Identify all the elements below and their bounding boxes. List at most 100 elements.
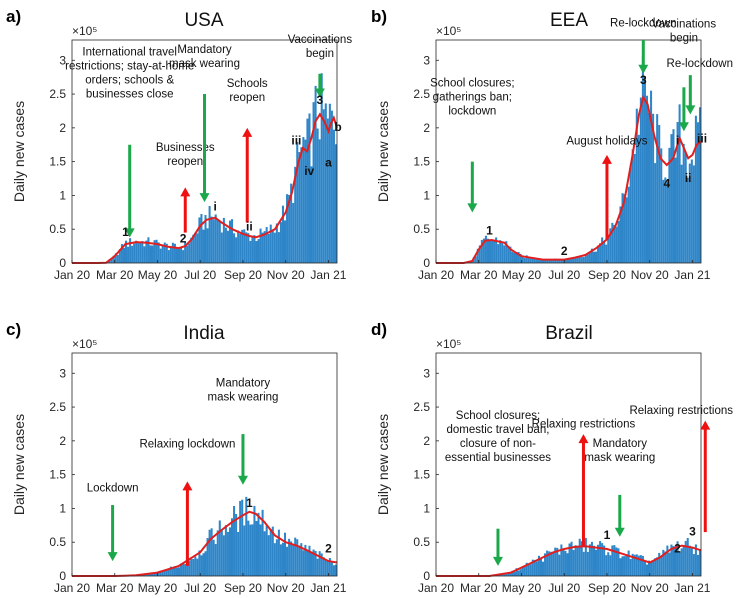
daily-case-bar: [686, 537, 689, 576]
daily-case-bar: [511, 251, 514, 263]
daily-case-bar: [165, 243, 168, 263]
annotation-text: Mandatory: [593, 438, 648, 450]
panel-title: EEA: [550, 10, 588, 31]
y-tick-label: 2: [423, 121, 430, 135]
daily-case-bar: [678, 104, 681, 263]
daily-case-bar: [698, 107, 701, 264]
daily-case-bar: [257, 512, 260, 576]
event-annotation: Re-lockdown: [610, 17, 677, 74]
daily-case-bar: [544, 553, 547, 576]
daily-case-bar: [226, 230, 229, 263]
annotation-text: School closures;: [430, 77, 514, 89]
daily-case-bar: [171, 242, 174, 263]
y-tick-label: 3: [59, 53, 66, 67]
daily-case-bar: [200, 214, 203, 263]
daily-case-bar: [696, 554, 699, 576]
y-axis-title: Daily new cases: [11, 414, 27, 515]
daily-case-bar: [220, 232, 223, 263]
daily-case-bar: [654, 558, 657, 576]
y-tick-label: 2: [59, 121, 66, 135]
event-annotation: International travel restrictions; stay-a…: [65, 46, 194, 238]
daily-case-bar: [204, 551, 207, 576]
event-annotation: School closures; gatherings ban; lockdown: [430, 77, 515, 213]
y-tick-label: 0: [423, 569, 430, 583]
wave-marker: 1: [486, 224, 493, 238]
x-tick-label: Jan 20: [54, 268, 90, 282]
daily-case-bar: [155, 239, 158, 263]
y-axis-exponent: ×10⁵: [436, 337, 461, 351]
daily-case-bar: [273, 232, 276, 263]
daily-case-bar: [666, 545, 669, 576]
daily-case-bar: [558, 554, 561, 576]
y-tick-label: 1: [59, 188, 66, 202]
daily-case-bar: [334, 564, 337, 576]
daily-case-bar: [658, 125, 661, 263]
daily-case-bar: [139, 242, 142, 263]
daily-case-bar: [184, 564, 187, 576]
daily-case-bar: [143, 246, 146, 263]
daily-case-bar: [617, 548, 620, 576]
daily-case-bar: [328, 103, 331, 263]
daily-case-bar: [682, 144, 685, 263]
daily-case-bar: [521, 566, 524, 576]
panel-usa: 0 0.5 1 1.5 2 2.5 3 Jan 20 Mar 20 May 20 Jul 20 Sep…: [6, 7, 352, 282]
daily-case-bar: [277, 529, 280, 576]
daily-case-bar: [523, 565, 526, 576]
daily-case-bar: [570, 257, 573, 263]
daily-case-bar: [603, 545, 606, 576]
daily-case-bar: [261, 232, 264, 263]
daily-case-bar: [690, 548, 693, 576]
daily-case-bar: [155, 573, 158, 576]
wave-marker: 3: [640, 73, 647, 87]
daily-case-bar: [560, 544, 563, 576]
daily-case-bar: [666, 182, 669, 263]
x-tick-label: May 20: [502, 581, 542, 595]
daily-case-bar: [178, 567, 181, 576]
daily-case-bar: [652, 113, 655, 263]
daily-case-bar: [316, 128, 319, 263]
daily-case-bar: [564, 259, 567, 263]
daily-case-bar: [688, 163, 691, 263]
y-tick-label: 2.5: [413, 400, 430, 414]
red-arrow-head: [242, 127, 253, 137]
daily-case-bar: [478, 245, 481, 263]
daily-case-bar: [556, 259, 559, 263]
y-tick-label: 3: [59, 366, 66, 380]
green-arrow-head: [199, 193, 210, 203]
daily-case-bar: [523, 258, 526, 263]
y-tick-label: 1: [423, 501, 430, 515]
daily-case-bar: [308, 113, 311, 263]
y-axis-title: Daily new cases: [375, 414, 391, 515]
wave-marker: 2: [180, 232, 187, 246]
daily-case-bar: [247, 233, 250, 263]
daily-case-bar: [324, 560, 327, 576]
daily-case-bar: [200, 555, 203, 576]
daily-case-bar: [619, 558, 622, 576]
daily-case-bar: [650, 90, 653, 263]
daily-case-bar: [265, 525, 268, 576]
daily-case-bar: [625, 554, 628, 576]
daily-case-bar: [233, 233, 236, 263]
y-tick-label: 0.5: [413, 535, 430, 549]
panel-label: d): [371, 320, 387, 339]
x-tick-label: Nov 20: [631, 581, 669, 595]
daily-case-bar: [505, 573, 508, 576]
y-tick-label: 3: [423, 53, 430, 67]
daily-case-bar: [637, 134, 640, 263]
daily-case-bar: [650, 562, 653, 576]
daily-case-bar: [180, 247, 183, 263]
daily-case-bar: [601, 543, 604, 576]
daily-case-bar: [527, 257, 530, 263]
daily-case-bar: [153, 572, 156, 576]
daily-case-bar: [684, 540, 687, 576]
wave-marker: 2: [561, 244, 568, 258]
wave-marker: a: [325, 155, 332, 169]
daily-case-bar: [537, 259, 540, 263]
daily-case-bar: [208, 206, 211, 263]
daily-case-bar: [118, 249, 121, 263]
daily-case-bar: [597, 245, 600, 263]
daily-case-bar: [269, 224, 272, 263]
annotation-text: International travel: [82, 46, 177, 58]
daily-case-bar: [251, 236, 254, 263]
daily-case-bar: [521, 255, 524, 263]
